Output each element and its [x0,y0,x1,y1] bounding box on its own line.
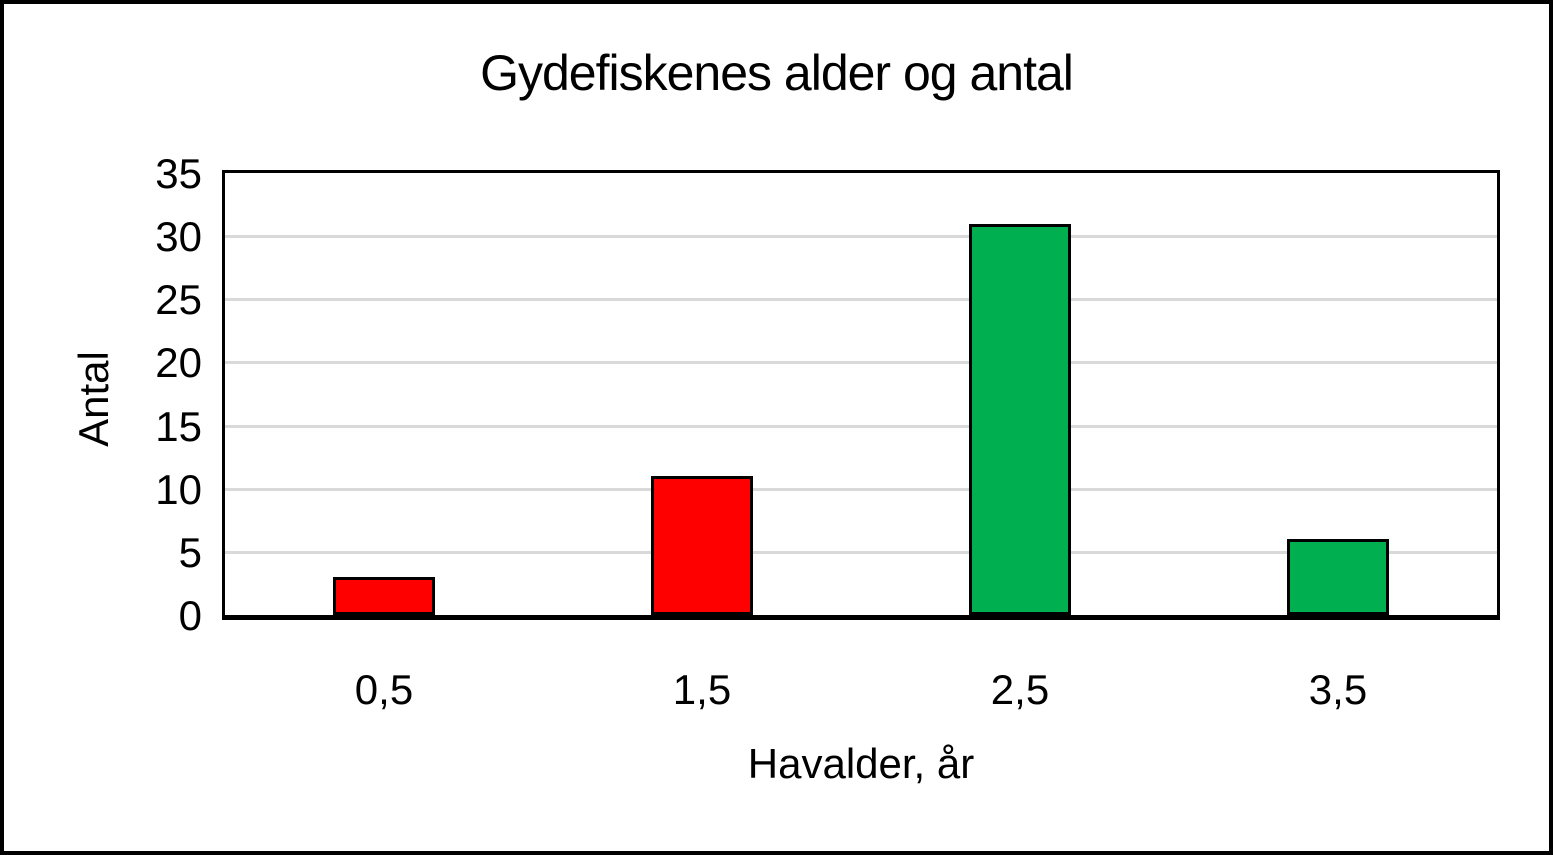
bar-1,5 [651,476,753,615]
bar-0,5 [333,577,435,615]
y-tick-label-10: 10 [155,466,202,513]
y-tick-label-20: 20 [155,339,202,386]
gridline-y-5 [225,551,1497,554]
plot-area [222,170,1500,620]
y-tick-label-0: 0 [178,592,202,639]
y-tick-label-15: 15 [155,403,202,450]
y-tick-label-30: 30 [155,213,202,260]
x-tick-label-1,5: 1,5 [672,666,732,713]
x-tick-label-0,5: 0,5 [354,666,414,713]
y-tick-label-25: 25 [155,276,202,323]
gridline-y-20 [225,361,1497,364]
x-tick-label-3,5: 3,5 [1308,666,1368,713]
bar-2,5 [969,224,1071,615]
y-tick-label-35: 35 [155,150,202,197]
gridline-y-25 [225,298,1497,301]
gridline-y-30 [225,235,1497,238]
gridline-y-15 [225,425,1497,428]
x-axis-title: Havalder, år [747,740,975,787]
bar-3,5 [1287,539,1389,615]
gridline-y-10 [225,488,1497,491]
y-tick-label-5: 5 [178,529,202,576]
x-tick-label-2,5: 2,5 [990,666,1050,713]
chart-title: Gydefiskenes alder og antal [480,45,1074,101]
